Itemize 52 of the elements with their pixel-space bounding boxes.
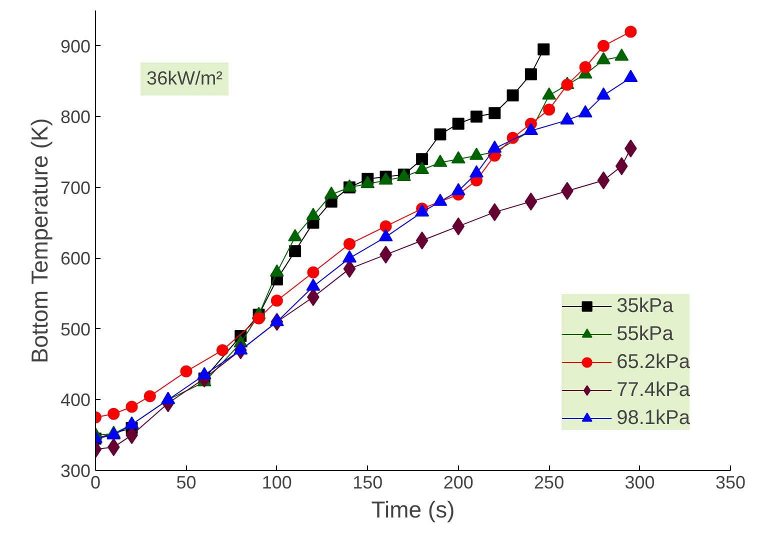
point (108, 408, 120, 420)
point (538, 43, 550, 56)
x-tick-label: 100 (262, 472, 292, 492)
y-tick-label: 600 (60, 248, 91, 269)
point (624, 26, 637, 38)
point (307, 266, 320, 278)
point (216, 344, 228, 356)
point (126, 400, 138, 413)
y-tick-label: 900 (60, 36, 91, 56)
legend-label: 65.2kPa (616, 350, 690, 374)
point (452, 217, 465, 236)
point (543, 104, 556, 116)
point (506, 89, 519, 102)
point (488, 107, 501, 120)
point (579, 61, 592, 74)
point (434, 128, 446, 140)
annotation: 36kW/m² (146, 68, 222, 90)
point (416, 232, 428, 250)
point (252, 312, 265, 324)
y-tick-label: 500 (60, 319, 91, 340)
point (615, 157, 628, 176)
point (598, 40, 610, 52)
point (144, 390, 156, 402)
point (289, 245, 302, 258)
legend-label: 98.1kPa (616, 406, 690, 430)
x-tick-label: 0 (90, 472, 101, 492)
point (180, 365, 192, 378)
point (488, 203, 501, 222)
point (416, 153, 428, 166)
point (344, 238, 356, 250)
x-tick-label: 350 (715, 472, 746, 492)
point (270, 294, 283, 307)
y-tick-label: 400 (60, 390, 91, 410)
point (107, 438, 120, 456)
legend-label: 55kPa (616, 322, 674, 346)
legend-label: 77.4kPa (616, 378, 690, 402)
x-tick-label: 200 (443, 472, 474, 492)
y-tick-label: 800 (60, 107, 91, 128)
x-axis-title: Time (s) (371, 496, 455, 522)
point (524, 192, 538, 211)
x-tick-label: 300 (624, 472, 655, 492)
x-tick-label: 250 (534, 472, 564, 492)
point (597, 171, 610, 190)
x-tick-label: 50 (176, 472, 196, 492)
point (452, 118, 464, 130)
x-tick-label: 150 (352, 472, 383, 492)
y-tick-label: 700 (60, 178, 91, 198)
legend-label: 35kPa (616, 294, 674, 318)
point (524, 68, 537, 80)
point (380, 220, 392, 232)
point (470, 110, 482, 123)
y-axis-title: Bottom Temperature (K) (26, 118, 52, 364)
